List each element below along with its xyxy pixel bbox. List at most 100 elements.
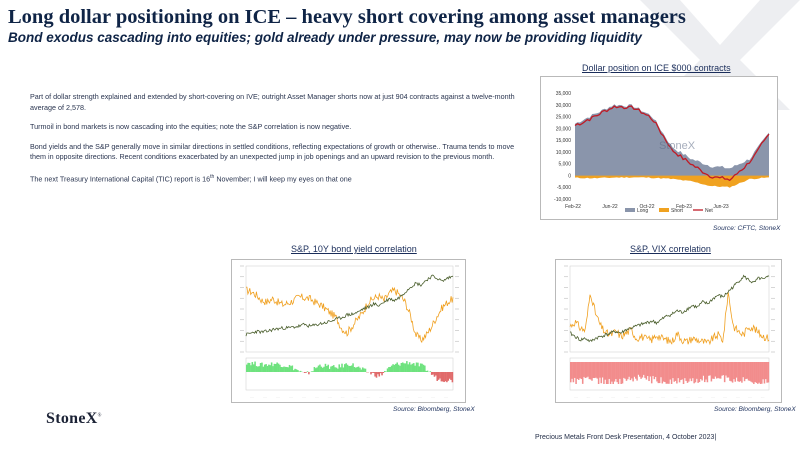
correlation-bar — [250, 365, 252, 372]
correlation-bar — [444, 372, 447, 382]
correlation-bar — [408, 362, 411, 372]
correlation-bar — [360, 369, 363, 372]
correlation-bar — [727, 362, 730, 378]
correlation-bar — [328, 368, 331, 372]
correlation-bar — [258, 366, 260, 372]
correlation-bar — [734, 362, 737, 382]
commentary-paragraph: Turmoil in bond markets is now cascading… — [30, 122, 352, 132]
correlation-bar — [730, 362, 733, 382]
page-title: Long dollar positioning on ICE – heavy s… — [8, 6, 686, 28]
correlation-bar — [646, 362, 649, 377]
correlation-bar — [638, 362, 641, 377]
correlation-bar — [668, 362, 670, 384]
correlation-bar — [436, 372, 439, 381]
short-series-area — [575, 175, 769, 188]
correlation-bar — [401, 362, 404, 372]
correlation-bar — [341, 363, 343, 372]
y-tick-label: 15,000 — [556, 138, 572, 144]
correlation-bar — [749, 362, 751, 381]
correlation-bar — [628, 362, 630, 377]
correlation-bar — [378, 372, 381, 377]
commentary-paragraph: Bond yields and the S&P generally move i… — [30, 141, 515, 162]
correlation-bar — [288, 364, 291, 372]
correlation-bar — [603, 362, 605, 384]
correlation-bar — [345, 363, 347, 372]
correlation-bar — [681, 362, 683, 380]
correlation-bar — [705, 362, 707, 380]
page-subtitle: Bond exodus cascading into equities; gol… — [8, 30, 642, 45]
correlation-bar — [386, 368, 389, 372]
commentary-paragraph: The next Treasury International Capital … — [30, 172, 520, 185]
correlation-bar — [352, 363, 354, 372]
correlation-bar — [632, 362, 634, 382]
correlation-bar — [326, 366, 328, 372]
y-tick-label: 25,000 — [556, 115, 572, 121]
correlation-bar — [576, 362, 579, 379]
correlation-bar — [670, 362, 673, 384]
legend-swatch — [659, 208, 669, 212]
correlation-bar — [395, 363, 397, 372]
correlation-bar — [400, 363, 403, 372]
correlation-bar — [364, 368, 367, 372]
y-tick-label: -5,000 — [557, 185, 571, 191]
correlation-bar — [361, 367, 364, 372]
correlation-bar — [321, 367, 324, 372]
correlation-bar — [313, 366, 316, 372]
correlation-bar — [688, 362, 690, 382]
sp-vix-chart-title: S&P, VIX correlation — [630, 244, 711, 254]
correlation-bar — [619, 362, 621, 379]
correlation-bar — [257, 366, 259, 372]
correlation-bar — [741, 362, 743, 383]
correlation-bar — [738, 362, 741, 382]
correlation-bar — [284, 366, 287, 372]
correlation-bar — [363, 368, 365, 372]
correlation-bar — [312, 371, 314, 372]
x-tick-label: Jun-23 — [713, 204, 729, 210]
correlation-bar — [709, 362, 711, 376]
x-tick-label: ···· — [315, 395, 319, 399]
correlation-bar — [356, 367, 358, 372]
correlation-bar — [673, 362, 676, 382]
x-tick-label: ···· — [366, 395, 370, 399]
correlation-bar — [297, 370, 299, 372]
correlation-bar — [303, 372, 306, 373]
correlation-bar — [692, 362, 694, 379]
correlation-bar — [607, 362, 609, 384]
correlation-bar — [700, 362, 702, 380]
correlation-bar — [711, 362, 714, 379]
correlation-bar — [259, 363, 262, 372]
correlation-bar — [348, 365, 350, 372]
correlation-bar — [571, 362, 573, 379]
correlation-bar — [392, 364, 394, 372]
correlation-bar — [317, 365, 320, 372]
correlation-bar — [682, 362, 685, 384]
correlation-bar — [689, 362, 691, 379]
correlation-bar — [726, 362, 729, 378]
correlation-bar — [407, 364, 410, 372]
correlation-bar — [589, 362, 592, 380]
correlation-bar — [418, 366, 421, 372]
correlation-bar — [698, 362, 701, 383]
x-tick-label: Feb-23 — [676, 204, 692, 210]
correlation-bar — [375, 372, 378, 378]
correlation-bar — [693, 362, 695, 384]
correlation-bar — [587, 362, 589, 377]
correlation-bar — [248, 362, 251, 372]
correlation-bar — [758, 362, 760, 383]
x-tick-label: ···· — [686, 395, 690, 399]
correlation-bar — [617, 362, 620, 384]
correlation-bar — [381, 372, 383, 376]
correlation-bar — [342, 367, 345, 372]
correlation-bar — [573, 362, 576, 378]
correlation-bar — [315, 368, 317, 372]
correlation-bar — [661, 362, 664, 384]
correlation-bar — [254, 361, 256, 372]
x-tick-label: ···· — [263, 395, 267, 399]
legend-swatch — [625, 208, 635, 212]
correlation-bar — [429, 371, 432, 372]
commentary-paragraph: Part of dollar strength explained and ex… — [30, 92, 515, 112]
correlation-bar — [648, 362, 650, 382]
correlation-bar — [346, 364, 349, 372]
correlation-bar — [299, 370, 302, 372]
correlation-bar — [371, 372, 374, 373]
